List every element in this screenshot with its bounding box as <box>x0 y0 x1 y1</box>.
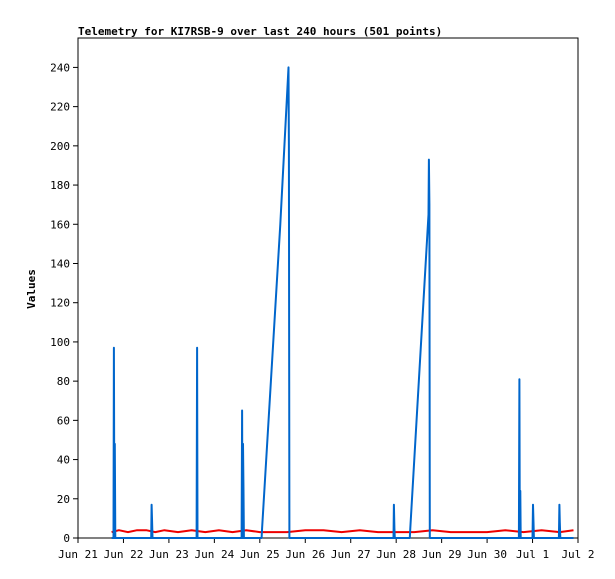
x-tick-label: Jun 29 <box>422 548 462 561</box>
y-tick-label: 200 <box>50 140 70 153</box>
x-axis: Jun 21 Jun 22 Jun 23 Jun 24 Jun 25 Jun 26 Jun … <box>58 538 595 561</box>
y-tick-label: 0 <box>63 532 70 545</box>
x-tick-label: Jun 30 <box>467 548 507 561</box>
y-tick-label: 240 <box>50 61 70 74</box>
plot-area <box>77 37 579 539</box>
x-tick-label: Jun 21 <box>58 548 98 561</box>
series-layer <box>111 66 574 539</box>
series-line-2 <box>111 66 574 539</box>
y-tick-label: 20 <box>57 493 70 506</box>
y-tick-label: 100 <box>50 336 70 349</box>
x-tick-label: Jun 23 <box>149 548 189 561</box>
y-tick-label: 60 <box>57 414 70 427</box>
y-axis: 0 20 40 60 80 100 120 140 160 180 200 220 240 <box>50 61 78 545</box>
x-tick-label: Jul 1 <box>516 548 549 561</box>
x-tick-label: Jun 26 <box>285 548 325 561</box>
x-tick-label: Jun 28 <box>376 548 416 561</box>
x-tick-label: Jun 25 <box>240 548 280 561</box>
x-tick-label: Jun 22 <box>104 548 144 561</box>
x-tick-label: Jul 2 <box>561 548 594 561</box>
y-tick-label: 140 <box>50 257 70 270</box>
series-line-1 <box>111 529 574 534</box>
y-tick-label: 80 <box>57 375 70 388</box>
y-tick-label: 160 <box>50 218 70 231</box>
x-tick-label: Jun 27 <box>331 548 371 561</box>
y-tick-label: 220 <box>50 101 70 114</box>
y-tick-label: 40 <box>57 454 70 467</box>
chart-title: Telemetry for KI7RSB-9 over last 240 hou… <box>78 25 442 38</box>
y-tick-label: 180 <box>50 179 70 192</box>
y-axis-title: Values <box>25 269 38 309</box>
y-tick-label: 120 <box>50 297 70 310</box>
x-tick-label: Jun 24 <box>194 548 234 561</box>
